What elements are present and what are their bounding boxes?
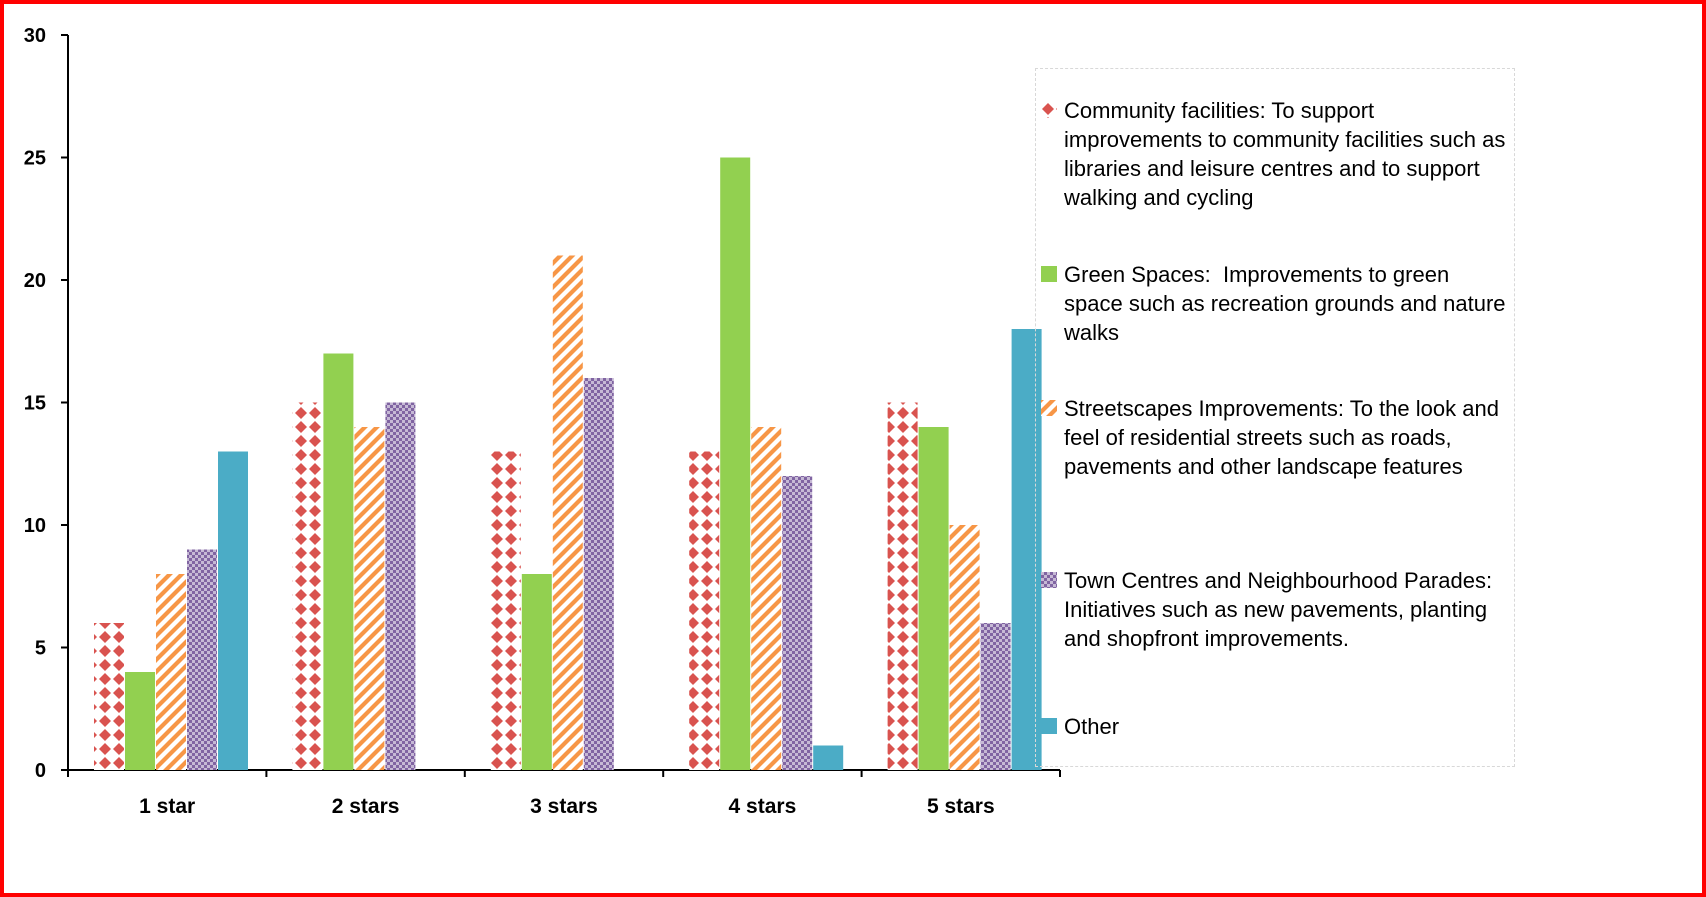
legend-swatch [1041,266,1057,282]
y-tick-label: 0 [35,760,46,782]
legend-swatch [1041,400,1057,416]
bar-5-stars-series-5 [1011,329,1042,770]
bar-1-star-series-2 [125,672,155,770]
legend-label: Green Spaces: Improvements to green spac… [1064,262,1512,345]
bar-2-stars-series-1 [292,402,323,770]
legend: Community facilities: To support improve… [1035,68,1515,767]
bar-3-stars-series-3 [552,255,583,770]
x-tick-label: 4 stars [729,795,797,818]
bar-5-stars-series-2 [918,427,949,770]
bar-3-stars-series-2 [521,574,552,770]
legend-label: Other [1064,714,1120,739]
bar-1-star-series-1 [94,623,124,770]
bar-3-stars-series-1 [490,451,521,770]
bar-4-stars-series-1 [689,451,720,770]
y-tick-label: 30 [24,25,46,47]
axis-labels: 0 5 10 15 20 25 30 1 star 2 stars 3 stars 4 stars 5… [24,25,995,818]
bar-2-stars-series-2 [323,353,354,770]
bar-1-star-series-4 [187,549,217,770]
x-tick-label: 5 stars [927,795,995,818]
bar-4-stars-series-5 [813,745,844,770]
bar-2-stars-series-4 [385,402,416,770]
bar-4-stars-series-4 [782,476,813,770]
y-tick-label: 25 [24,148,46,170]
y-tick-label: 10 [24,515,46,537]
y-tick-label: 20 [24,270,46,292]
bar-5-stars-series-3 [949,525,980,770]
x-tick-label: 1 star [139,795,195,818]
legend-swatch [1041,102,1057,118]
y-tick-label: 15 [24,393,46,415]
bar-2-stars-series-3 [354,427,385,770]
bars [94,157,1042,770]
bar-4-stars-series-3 [751,427,782,770]
bar-5-stars-series-4 [980,623,1011,770]
x-tick-label: 2 stars [332,795,400,818]
bar-4-stars-series-2 [720,157,751,770]
legend-swatch [1041,572,1057,588]
bar-1-star-series-5 [218,451,248,770]
legend-label: Streetscapes Improvements: To the look a… [1064,396,1506,479]
bar-3-stars-series-4 [583,378,614,770]
legend-label: Town Centres and Neighbourhood Parades: … [1064,568,1499,651]
legend-swatch [1041,718,1057,734]
legend-label: Community facilities: To support improve… [1064,98,1512,210]
y-tick-label: 5 [35,638,46,660]
x-tick-label: 3 stars [530,795,598,818]
bar-1-star-series-3 [156,574,186,770]
bar-5-stars-series-1 [887,402,918,770]
